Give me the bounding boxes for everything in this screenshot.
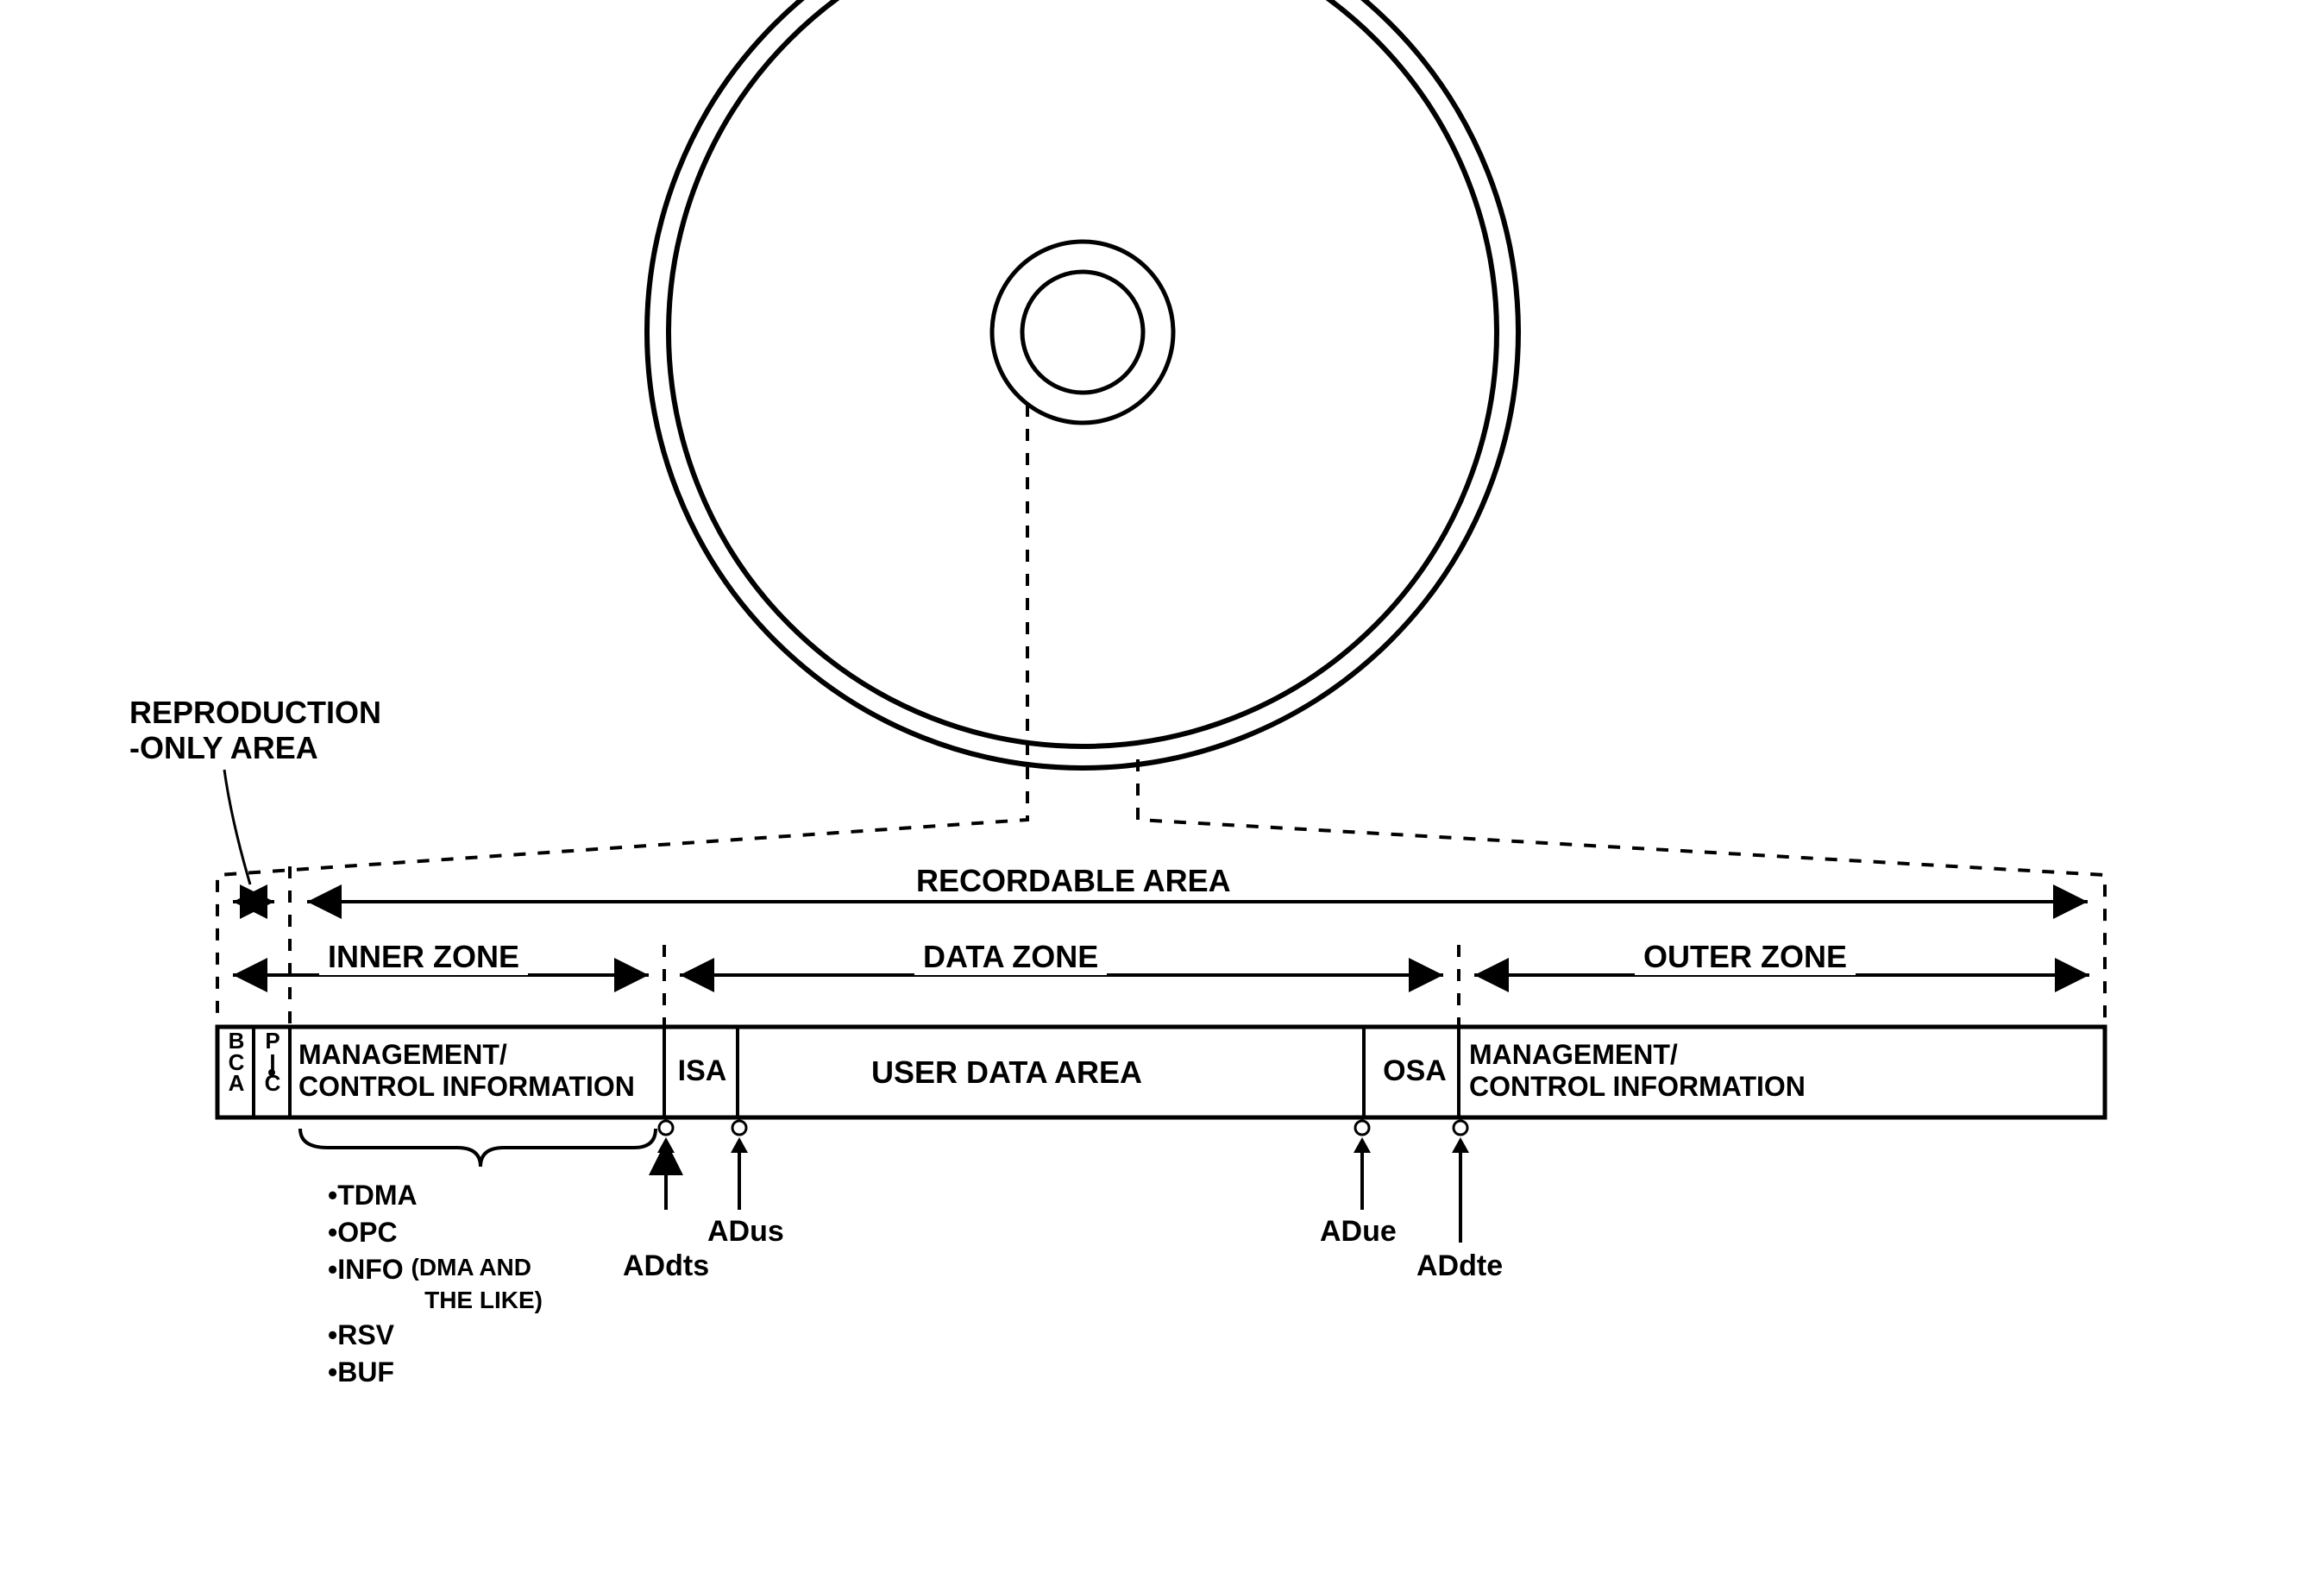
mgmt-brace bbox=[300, 1129, 656, 1167]
disc-inner-ring-2 bbox=[1022, 272, 1143, 393]
mgmt-item-info: •INFO (DMA AND THE LIKE) bbox=[328, 1251, 543, 1317]
cell-bca: B C A bbox=[221, 1030, 252, 1094]
marker-addte bbox=[1454, 1121, 1467, 1135]
label-addte: ADdte bbox=[1416, 1249, 1503, 1283]
cell-user: USER DATA AREA bbox=[871, 1054, 1142, 1091]
disc-layout-diagram: REPRODUCTION -ONLY AREA RECORDABLE AREA … bbox=[0, 0, 2324, 1586]
cell-mgmt2: MANAGEMENT/ CONTROL INFORMATION bbox=[1469, 1039, 1806, 1103]
label-adus: ADus bbox=[707, 1215, 784, 1249]
label-data-zone: DATA ZONE bbox=[914, 939, 1107, 975]
cell-mgmt1: MANAGEMENT/ CONTROL INFORMATION bbox=[298, 1039, 635, 1103]
marker-adus bbox=[732, 1121, 746, 1135]
disc-outer-ring-1 bbox=[647, 0, 1518, 768]
mgmt-item-rsv: •RSV bbox=[328, 1317, 543, 1354]
marker-adue bbox=[1355, 1121, 1369, 1135]
label-adue: ADue bbox=[1320, 1215, 1397, 1249]
marker-addts bbox=[659, 1121, 673, 1135]
cell-osa: OSA bbox=[1377, 1054, 1453, 1088]
projection-outer-to-right bbox=[1138, 759, 2105, 1027]
label-inner-zone: INNER ZONE bbox=[319, 939, 528, 975]
label-outer-zone: OUTER ZONE bbox=[1635, 939, 1856, 975]
disc-inner-ring-1 bbox=[992, 242, 1173, 423]
mgmt-item-buf: •BUF bbox=[328, 1354, 543, 1391]
repro-leader bbox=[224, 770, 250, 884]
label-reproduction: REPRODUCTION -ONLY AREA bbox=[129, 695, 381, 766]
mgmt-item-opc: •OPC bbox=[328, 1214, 543, 1251]
disc-outer-ring-2 bbox=[669, 0, 1497, 746]
label-addts: ADdts bbox=[623, 1249, 709, 1283]
cell-isa: ISA bbox=[671, 1054, 733, 1088]
mgmt-items-list: •TDMA •OPC •INFO (DMA AND THE LIKE) •RSV… bbox=[328, 1177, 543, 1391]
mgmt-item-tdma: •TDMA bbox=[328, 1177, 543, 1214]
label-recordable: RECORDABLE AREA bbox=[906, 863, 1241, 899]
cell-pic: P I C bbox=[257, 1030, 288, 1094]
